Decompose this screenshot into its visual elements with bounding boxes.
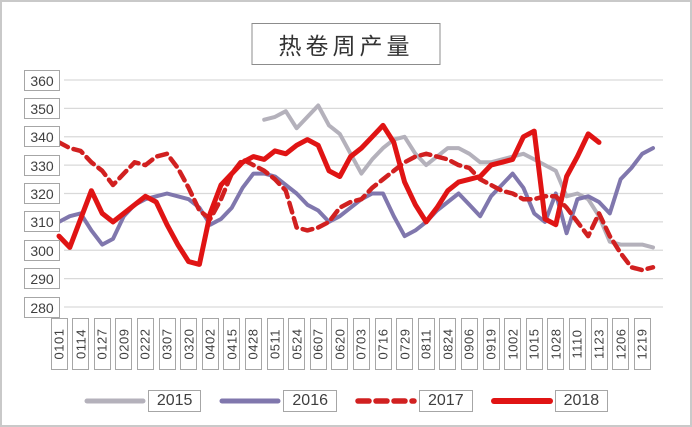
legend-item-2018: 2018	[490, 386, 609, 416]
x-tick-text: 0729	[397, 328, 413, 360]
x-tick-label: 1015	[525, 318, 543, 370]
x-tick-text: 0307	[159, 328, 175, 360]
series-line-2017	[56, 140, 656, 273]
x-tick-label: 0320	[180, 318, 198, 370]
x-tick-text: 0428	[245, 328, 261, 360]
x-tick-text: 1123	[591, 329, 607, 359]
x-tick-label: 0716	[374, 318, 392, 370]
legend-label: 2015	[147, 390, 202, 412]
x-tick-label: 0703	[352, 318, 370, 370]
x-tick-label: 0428	[244, 318, 262, 370]
x-tick-label: 0209	[115, 318, 133, 370]
x-tick-label: 1123	[590, 318, 608, 370]
x-tick-text: 0607	[310, 328, 326, 360]
x-tick-text: 0127	[94, 328, 110, 360]
x-tick-text: 0402	[202, 328, 218, 360]
x-tick-label: 0402	[201, 318, 219, 370]
x-tick-text: 1002	[505, 328, 521, 360]
x-tick-text: 1028	[548, 328, 564, 360]
x-tick-label: 0906	[460, 318, 478, 370]
x-tick-label: 1110	[568, 318, 586, 370]
x-tick-label: 0114	[72, 318, 90, 370]
legend-item-2017: 2017	[355, 386, 473, 416]
x-tick-text: 0620	[332, 328, 348, 360]
legend-item-2016: 2016	[219, 386, 337, 416]
x-tick-label: 0222	[136, 318, 154, 370]
x-tick-text: 0101	[51, 328, 67, 360]
x-tick-text: 1219	[634, 328, 650, 360]
legend-line-sample	[490, 398, 553, 404]
y-tick-label: 310	[24, 211, 60, 233]
x-tick-text: 0114	[73, 329, 89, 359]
legend-line-sample	[219, 398, 281, 404]
x-tick-label: 0415	[223, 318, 241, 370]
x-tick-text: 0511	[267, 329, 283, 359]
y-tick-label: 320	[24, 183, 60, 204]
x-tick-text: 1206	[613, 328, 629, 360]
x-tick-label: 0919	[482, 318, 500, 370]
x-tick-text: 0524	[289, 328, 305, 360]
x-tick-text: 0824	[440, 328, 456, 360]
legend-line-sample	[84, 398, 146, 404]
y-tick-label: 290	[24, 268, 60, 290]
series-line-2015	[262, 103, 655, 250]
x-tick-text: 0222	[137, 328, 153, 360]
y-tick-label: 340	[24, 126, 60, 148]
legend-label: 2017	[419, 390, 473, 412]
x-tick-text: 0320	[181, 328, 197, 360]
x-tick-text: 0919	[483, 328, 499, 360]
x-tick-label: 0127	[93, 318, 111, 370]
x-tick-label: 0307	[158, 318, 176, 370]
y-tick-label: 350	[24, 97, 60, 119]
x-tick-text: 0415	[224, 328, 240, 360]
x-tick-label: 0620	[331, 318, 349, 370]
x-tick-text: 1015	[526, 328, 542, 360]
x-tick-label: 1206	[612, 318, 630, 370]
legend-label: 2016	[283, 390, 337, 412]
y-tick-label: 360	[24, 69, 60, 91]
series-line-2018	[56, 122, 602, 267]
x-tick-label: 0524	[288, 318, 306, 370]
x-tick-text: 0716	[375, 328, 391, 360]
x-tick-label: 0824	[439, 318, 457, 370]
x-tick-label: 0101	[50, 318, 68, 370]
x-tick-label: 0729	[396, 318, 414, 370]
legend-item-2015: 2015	[84, 386, 202, 416]
legend-label: 2018	[554, 390, 609, 412]
x-tick-text: 0703	[353, 328, 369, 360]
x-tick-label: 0607	[309, 318, 327, 370]
y-tick-label: 300	[24, 239, 60, 261]
chart-title: 热卷周产量	[251, 23, 441, 65]
x-tick-label: 1219	[633, 318, 651, 370]
y-tick-label: 330	[24, 154, 60, 176]
x-tick-label: 1028	[547, 318, 565, 370]
x-tick-label: 0811	[417, 318, 435, 370]
legend: 2015 2016 2017 2018	[2, 386, 690, 416]
x-tick-text: 0209	[116, 328, 132, 360]
y-tick-label: 280	[24, 296, 60, 318]
x-tick-text: 1110	[569, 329, 585, 359]
x-tick-label: 0511	[266, 318, 284, 370]
x-tick-text: 0811	[418, 329, 434, 359]
legend-line-sample	[355, 398, 417, 404]
x-tick-label: 1002	[504, 318, 522, 370]
x-tick-text: 0906	[461, 328, 477, 360]
